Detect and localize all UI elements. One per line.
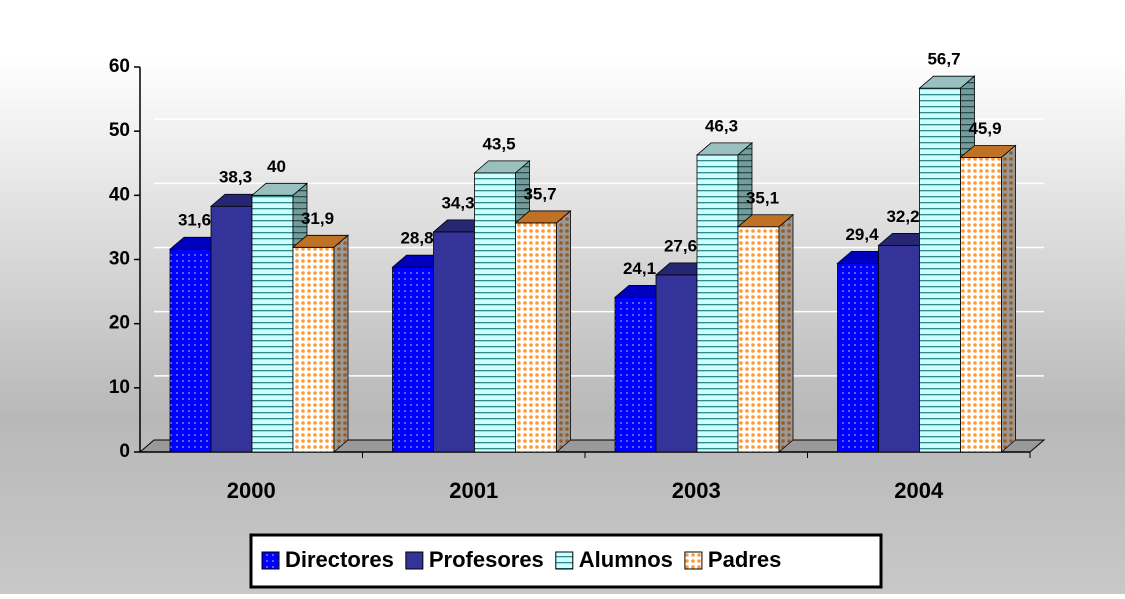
y-tick-label: 50 [109,120,130,141]
value-label: 29,4 [845,225,879,244]
legend-swatch [684,551,703,570]
bar [291,234,350,453]
bar [959,144,1017,453]
legend-label: Profesores [429,547,544,572]
x-tick-label: 2003 [672,478,721,503]
legend-swatch [261,551,280,570]
value-label: 27,6 [664,236,697,255]
bar [736,213,795,453]
y-tick-label: 40 [109,184,130,205]
legend-swatch [555,551,574,570]
y-tick-label: 0 [119,441,130,462]
y-tick-label: 10 [109,377,130,398]
value-label: 32,2 [886,207,919,226]
value-label: 31,6 [178,211,211,230]
value-label: 56,7 [927,50,960,69]
legend-label: Padres [708,547,781,572]
y-tick-label: 30 [109,249,130,270]
value-label: 35,7 [523,184,556,203]
y-tick-label: 20 [109,313,130,334]
value-label: 35,1 [746,188,779,207]
value-label: 46,3 [705,116,738,135]
x-tick-label: 2000 [227,478,276,503]
value-label: 45,9 [968,119,1001,138]
legend-swatch [405,551,424,570]
legend-label: Alumnos [579,547,673,572]
value-label: 43,5 [482,134,515,153]
y-tick-label: 60 [109,56,130,77]
x-tick-label: 2004 [894,478,944,503]
bar [514,210,572,453]
legend-label: Directores [285,547,394,572]
value-label: 28,8 [400,229,433,248]
value-label: 24,1 [623,259,656,278]
value-label: 38,3 [219,168,252,187]
value-label: 40 [267,157,286,176]
value-label: 31,9 [301,209,334,228]
value-label: 34,3 [441,193,474,212]
x-tick-label: 2001 [449,478,498,503]
